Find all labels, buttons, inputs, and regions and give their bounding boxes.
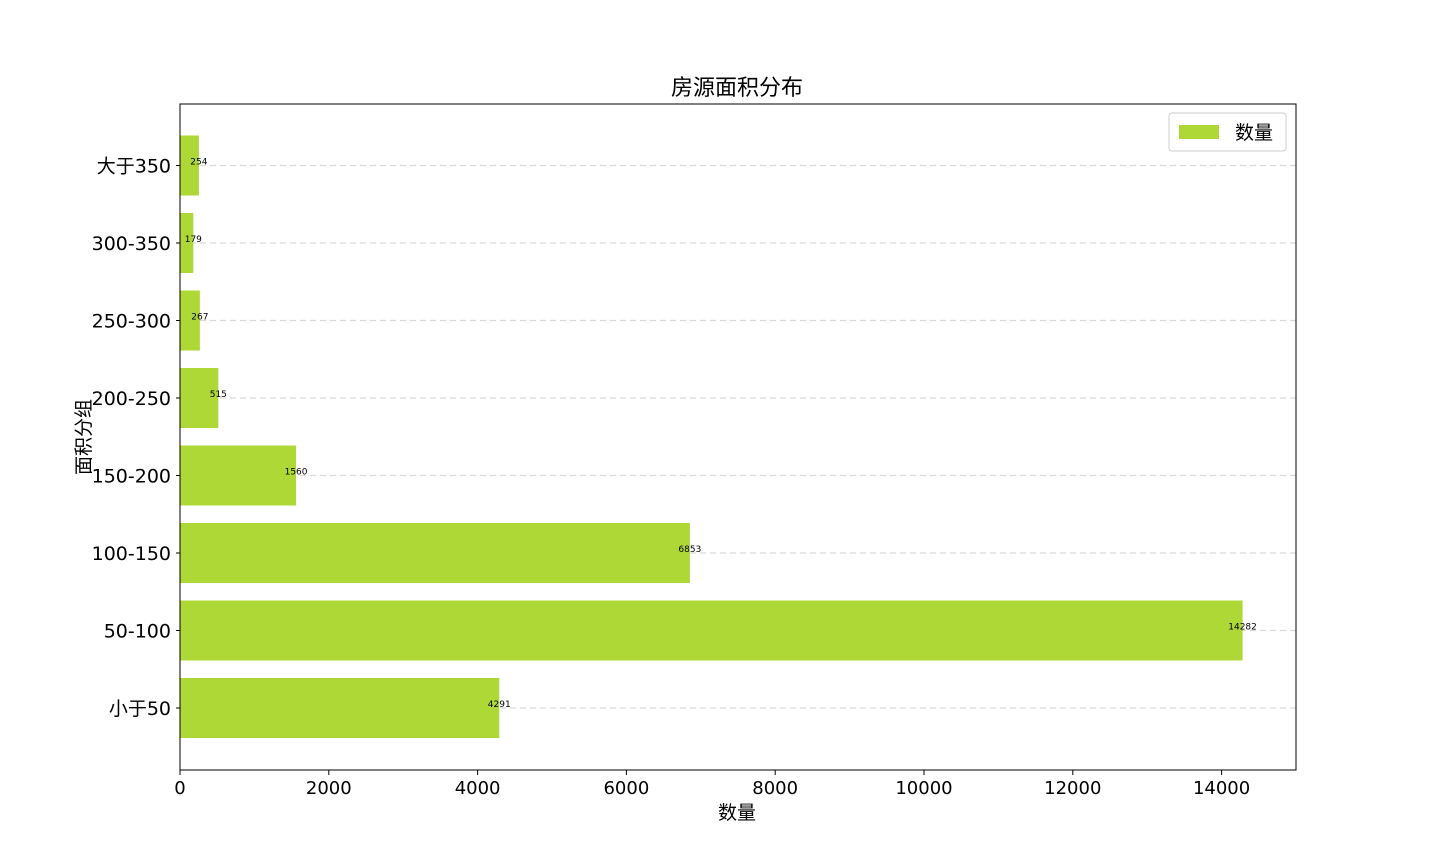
data-label: 267 <box>191 313 208 323</box>
y-tick-label: 大于350 <box>97 156 171 178</box>
legend-label: 数量 <box>1235 122 1273 144</box>
x-tick-label: 0 <box>174 778 185 799</box>
y-tick-label: 200-250 <box>92 388 171 410</box>
data-label: 179 <box>185 235 202 245</box>
data-label: 4291 <box>488 700 511 710</box>
y-axis-ticks: 小于50 50-100 100-150 150-200 200-250 250-300 30… <box>92 156 180 720</box>
y-tick-label: 小于50 <box>109 698 171 720</box>
bar <box>180 290 200 351</box>
y-tick-label: 150-200 <box>92 466 171 488</box>
x-tick-label: 4000 <box>455 778 501 799</box>
bar <box>180 523 690 583</box>
bar <box>180 213 194 273</box>
y-tick-label: 100-150 <box>92 543 171 565</box>
y-tick-label: 300-350 <box>92 233 171 255</box>
data-label: 254 <box>190 158 207 168</box>
x-axis-label: 数量 <box>718 802 756 824</box>
bar <box>180 445 297 506</box>
legend-frame <box>1168 112 1287 152</box>
x-tick-label: 14000 <box>1193 778 1250 799</box>
x-tick-label: 2000 <box>306 778 352 799</box>
x-tick-label: 8000 <box>752 778 798 799</box>
legend-swatch <box>1179 125 1219 139</box>
data-label: 1560 <box>285 468 308 478</box>
bar <box>180 678 500 738</box>
bar <box>180 600 1243 661</box>
bars <box>180 135 1243 738</box>
data-label: 6853 <box>678 545 701 555</box>
chart-title: 房源面积分布 <box>671 76 803 101</box>
data-label: 515 <box>210 390 227 400</box>
bar <box>180 135 199 196</box>
x-tick-label: 12000 <box>1044 778 1101 799</box>
y-tick-label: 250-300 <box>92 311 171 333</box>
bar <box>180 368 219 428</box>
y-tick-label: 50-100 <box>104 621 171 643</box>
x-tick-label: 6000 <box>603 778 649 799</box>
plot-frame <box>179 103 1297 771</box>
data-labels: 4291 14282 6853 1560 515 267 179 254 <box>185 158 1257 711</box>
legend: 数量 <box>1168 112 1287 152</box>
y-axis-label: 面积分组 <box>73 399 95 475</box>
x-tick-label: 10000 <box>895 778 952 799</box>
data-label: 14282 <box>1228 623 1257 633</box>
x-axis-ticks: 0 2000 4000 6000 8000 10000 12000 14000 <box>174 770 1250 799</box>
